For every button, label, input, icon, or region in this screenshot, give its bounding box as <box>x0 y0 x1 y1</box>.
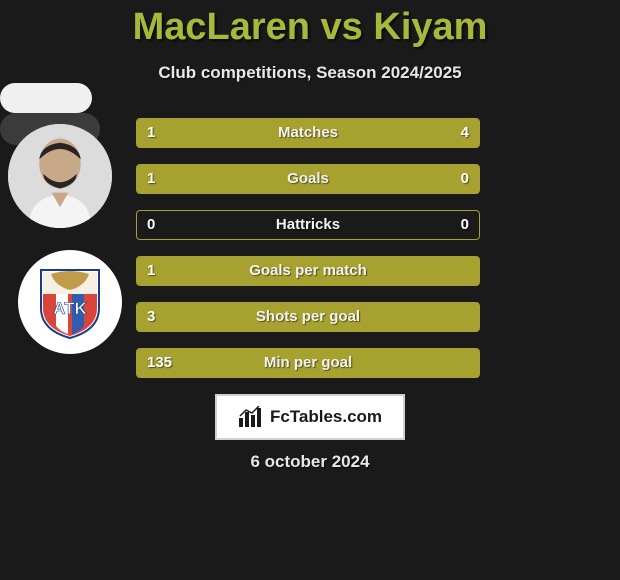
player-left-name: MacLaren <box>133 6 310 48</box>
stat-value-right: 4 <box>461 119 469 147</box>
stat-row: Goals per match1 <box>136 256 480 286</box>
stat-label: Goals <box>137 165 479 193</box>
stat-value-left: 1 <box>147 165 155 193</box>
svg-text:ATK: ATK <box>53 299 87 318</box>
player-left-club-badge: ATK <box>18 250 122 354</box>
fctables-badge[interactable]: FcTables.com <box>215 394 405 440</box>
stat-row: Hattricks0 0 <box>136 210 480 240</box>
player-left-avatar <box>8 124 112 228</box>
stat-row: Min per goal135 <box>136 348 480 378</box>
stat-value-right: 0 <box>461 211 469 239</box>
comparison-date: 6 october 2024 <box>0 452 620 472</box>
fctables-label: FcTables.com <box>270 407 382 427</box>
stat-row: Shots per goal3 <box>136 302 480 332</box>
stat-label: Shots per goal <box>137 303 479 331</box>
stat-value-left: 1 <box>147 257 155 285</box>
player-right-avatar-placeholder <box>0 83 92 113</box>
stat-label: Hattricks <box>137 211 479 239</box>
player-photo-icon <box>8 124 112 228</box>
stat-row: Goals1 0 <box>136 164 480 194</box>
stat-value-left: 135 <box>147 349 172 377</box>
stat-value-left: 3 <box>147 303 155 331</box>
club-shield-icon: ATK <box>37 264 103 340</box>
subtitle: Club competitions, Season 2024/2025 <box>0 63 620 83</box>
stat-label: Goals per match <box>137 257 479 285</box>
stat-value-left: 1 <box>147 119 155 147</box>
stat-value-right: 0 <box>461 165 469 193</box>
comparison-title: MacLaren vs Kiyam <box>0 0 620 49</box>
stat-label: Min per goal <box>137 349 479 377</box>
stat-value-left: 0 <box>147 211 155 239</box>
fctables-logo-icon <box>238 406 264 428</box>
vs-word: vs <box>321 6 363 48</box>
player-right-name: Kiyam <box>373 6 487 48</box>
stats-bars: Matches14Goals10Hattricks00Goals per mat… <box>136 118 480 394</box>
stat-row: Matches1 4 <box>136 118 480 148</box>
stat-label: Matches <box>137 119 479 147</box>
